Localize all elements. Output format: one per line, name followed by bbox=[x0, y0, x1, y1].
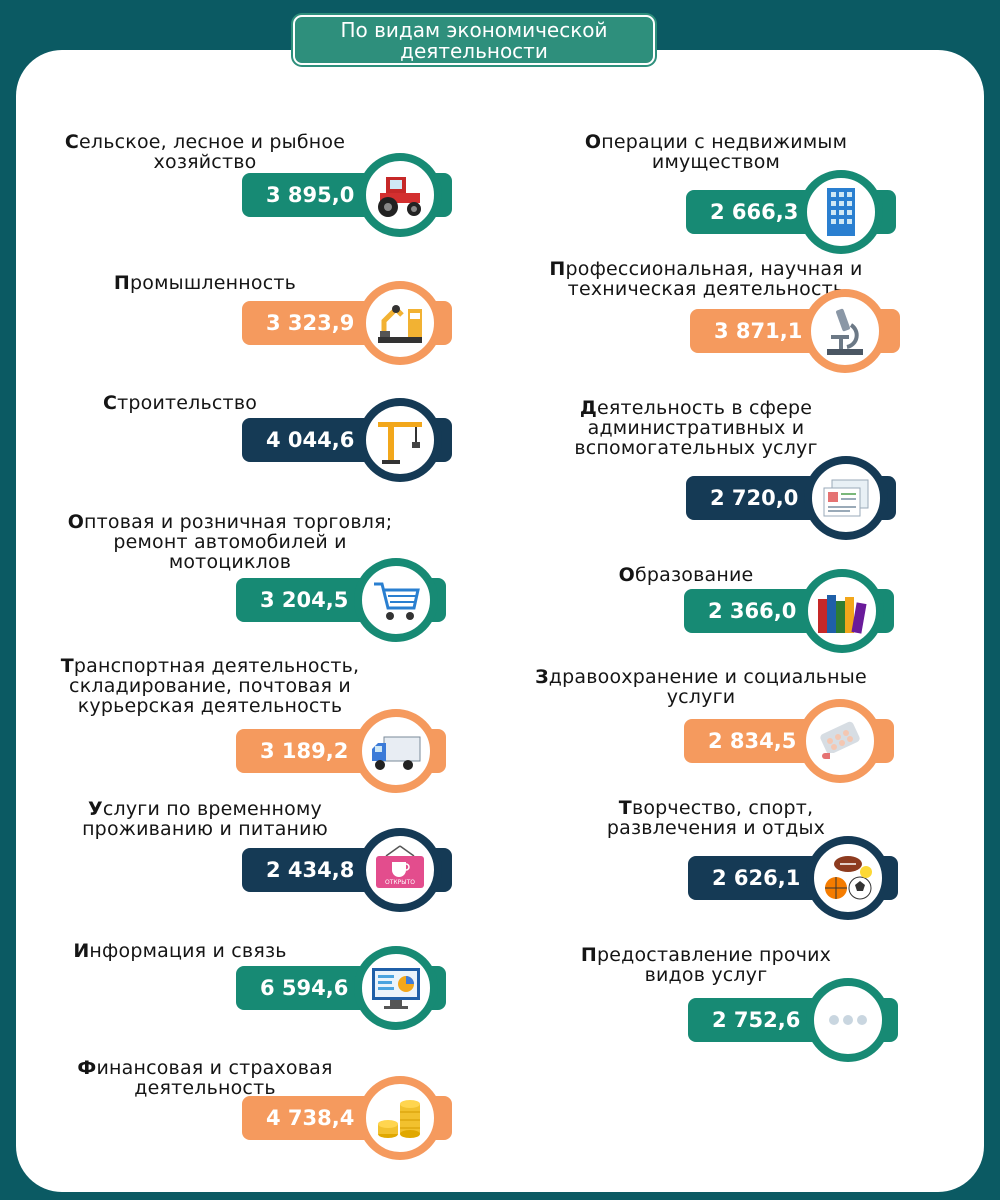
sign-text: ОТКРЫТО bbox=[385, 879, 415, 886]
documents-icon bbox=[804, 456, 888, 540]
monitor-chart-icon bbox=[354, 946, 438, 1030]
shopping-cart-icon bbox=[354, 558, 438, 642]
item-label: Информация и связь bbox=[73, 940, 287, 962]
item-label: Образование bbox=[618, 564, 754, 586]
pills-icon bbox=[798, 699, 882, 783]
item-label: Здравоохранение и социальные услуги bbox=[535, 666, 867, 708]
building-icon bbox=[799, 170, 883, 254]
item-label: Творчество, спорт, развлечения и отдых bbox=[606, 797, 826, 839]
item-label: Услуги по временному проживанию и питани… bbox=[82, 798, 328, 840]
item-label: Строительство bbox=[102, 392, 258, 414]
item-label: Сельское, лесное и рыбное хозяйство bbox=[64, 131, 346, 173]
item-label: Профессиональная, научная и техническая … bbox=[549, 258, 863, 300]
ellipsis-icon bbox=[806, 978, 890, 1062]
item-label: Оптовая и розничная торговля; ремонт авт… bbox=[67, 511, 393, 573]
microscope-icon bbox=[803, 289, 887, 373]
page-title: По видам экономической деятельности bbox=[293, 15, 655, 65]
item-label: Промышленность bbox=[113, 272, 297, 294]
item-label: Транспортная деятельность, складирование… bbox=[60, 655, 360, 717]
sports-balls-icon bbox=[806, 836, 890, 920]
coins-icon bbox=[358, 1076, 442, 1160]
books-icon bbox=[800, 569, 884, 653]
item-label: Операции с недвижимым имуществом bbox=[584, 131, 848, 173]
truck-icon bbox=[354, 709, 438, 793]
item-label: Деятельность в сфере административных и … bbox=[574, 397, 818, 459]
item-label: Финансовая и страховая деятельность bbox=[77, 1057, 333, 1099]
crane-icon bbox=[358, 398, 442, 482]
robot-arm-icon bbox=[358, 281, 442, 365]
cafe-sign-icon: ОТКРЫТО bbox=[358, 828, 442, 912]
tractor-icon bbox=[358, 153, 442, 237]
item-label: Предоставление прочих видов услуг bbox=[580, 944, 832, 986]
